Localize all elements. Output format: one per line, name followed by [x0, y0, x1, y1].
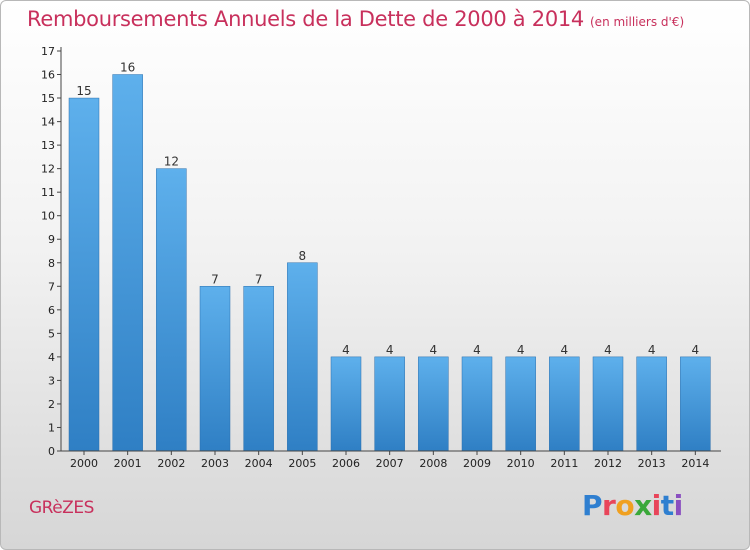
y-tick-label: 6 [48, 304, 55, 317]
bar-2006 [330, 356, 362, 452]
value-label-2007: 4 [386, 343, 394, 357]
x-tick-label-2012: 2012 [594, 457, 622, 470]
chart-title: Remboursements Annuels de la Dette de 20… [27, 7, 684, 31]
x-tick-label-2001: 2001 [114, 457, 142, 470]
x-tick-label-2010: 2010 [507, 457, 535, 470]
bar-2005 [287, 262, 318, 452]
value-label-2010: 4 [517, 343, 525, 357]
x-tick-label-2002: 2002 [157, 457, 185, 470]
x-tick-label-2014: 2014 [681, 457, 709, 470]
value-label-2002: 12 [164, 155, 179, 169]
y-tick-label: 2 [48, 398, 55, 411]
value-label-2013: 4 [648, 343, 656, 357]
value-label-2012: 4 [604, 343, 612, 357]
x-tick-label-2013: 2013 [638, 457, 666, 470]
x-tick-label-2006: 2006 [332, 457, 360, 470]
commune-name: GRèZES [29, 498, 94, 518]
bar-2002 [156, 168, 187, 452]
value-label-2006: 4 [342, 343, 350, 357]
y-tick-label: 13 [41, 139, 55, 152]
bar-2011 [549, 356, 580, 452]
proxiti-logo[interactable]: Proxiti [582, 489, 683, 522]
y-tick-label: 11 [41, 186, 55, 199]
bar-2007 [374, 356, 405, 452]
y-tick-label: 7 [48, 280, 55, 293]
bar-2009 [461, 356, 493, 452]
logo-letter: P [582, 489, 603, 522]
x-tick-label-2011: 2011 [550, 457, 578, 470]
x-tick-label-2000: 2000 [70, 457, 98, 470]
logo-letter: i [651, 489, 662, 522]
y-tick-label: 15 [41, 92, 55, 105]
y-tick-label: 10 [41, 210, 55, 223]
y-tick-label: 12 [41, 163, 55, 176]
x-tick-label-2005: 2005 [288, 457, 316, 470]
y-tick-label: 1 [48, 421, 55, 434]
y-tick-label: 9 [48, 233, 55, 246]
logo-letter: i [673, 489, 684, 522]
chart-subtitle: (en milliers d'€) [590, 15, 685, 29]
value-label-2003: 7 [211, 272, 219, 286]
value-label-2009: 4 [473, 343, 481, 357]
value-label-2000: 15 [76, 84, 91, 98]
x-tick-label-2007: 2007 [376, 457, 404, 470]
bar-2013 [636, 356, 667, 452]
value-label-2001: 16 [120, 61, 135, 75]
value-label-2004: 7 [255, 272, 263, 286]
x-tick-label-2004: 2004 [245, 457, 273, 470]
value-label-2014: 4 [692, 343, 700, 357]
bar-2004 [243, 286, 274, 452]
y-tick-label: 14 [41, 116, 55, 129]
chart-title-text: Remboursements Annuels de la Dette de 20… [27, 7, 584, 31]
bar-2008 [418, 356, 449, 452]
logo-letter: x [634, 489, 652, 522]
x-axis: 2000 2001 2002 2003 2004 2005 2006 2007 2008 2009… [61, 450, 721, 470]
y-tick-label: 17 [41, 45, 55, 58]
y-tick-label: 4 [48, 351, 55, 364]
logo-letter: t [660, 489, 674, 522]
bar-2000 [68, 97, 100, 452]
y-tick-label: 0 [48, 445, 55, 458]
value-label-2008: 4 [430, 343, 438, 357]
bars: 15 16 12 7 7 8 4 4 4 4 4 4 4 4 4 [68, 61, 711, 452]
bar-2010 [505, 356, 536, 452]
y-tick-label: 3 [48, 374, 55, 387]
bar-2012 [592, 356, 624, 452]
logo-letter: r [602, 489, 616, 522]
x-tick-label-2008: 2008 [419, 457, 447, 470]
x-tick-label-2009: 2009 [463, 457, 491, 470]
y-tick-label: 8 [48, 257, 55, 270]
value-label-2011: 4 [561, 343, 569, 357]
y-tick-label: 16 [41, 69, 55, 82]
value-label-2005: 8 [299, 249, 307, 263]
x-tick-label-2003: 2003 [201, 457, 229, 470]
bar-2014 [680, 356, 711, 452]
bar-2003 [199, 286, 231, 452]
y-tick-label: 5 [48, 327, 55, 340]
logo-letter: o [615, 489, 635, 522]
bar-2001 [112, 74, 143, 452]
